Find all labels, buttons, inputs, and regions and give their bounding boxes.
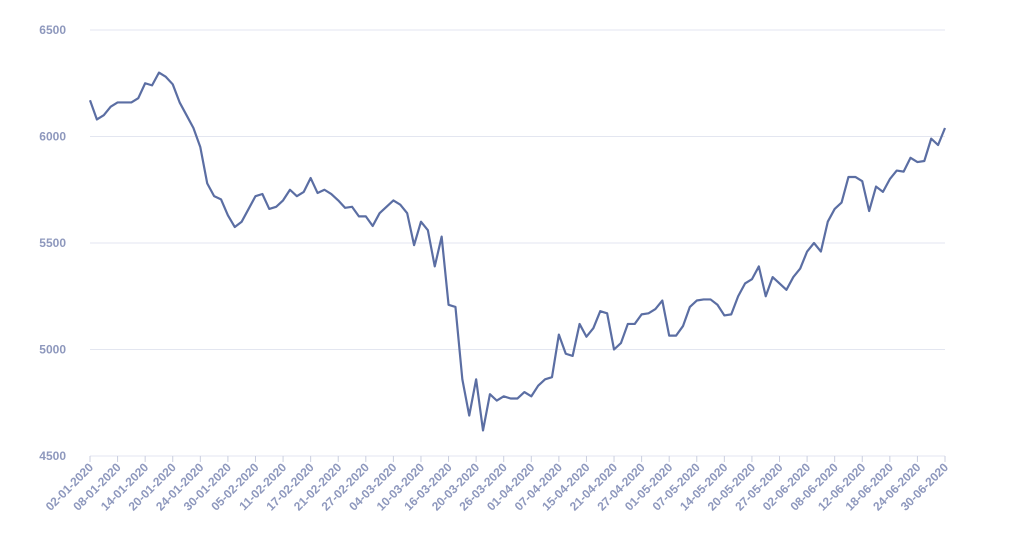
- y-tick-label: 4500: [39, 449, 66, 463]
- y-tick-label: 5000: [39, 343, 66, 357]
- data-line: [88, 71, 947, 432]
- y-tick-label: 6500: [39, 23, 66, 37]
- y-tick-label: 6000: [39, 130, 66, 144]
- y-tick-label: 5500: [39, 236, 66, 250]
